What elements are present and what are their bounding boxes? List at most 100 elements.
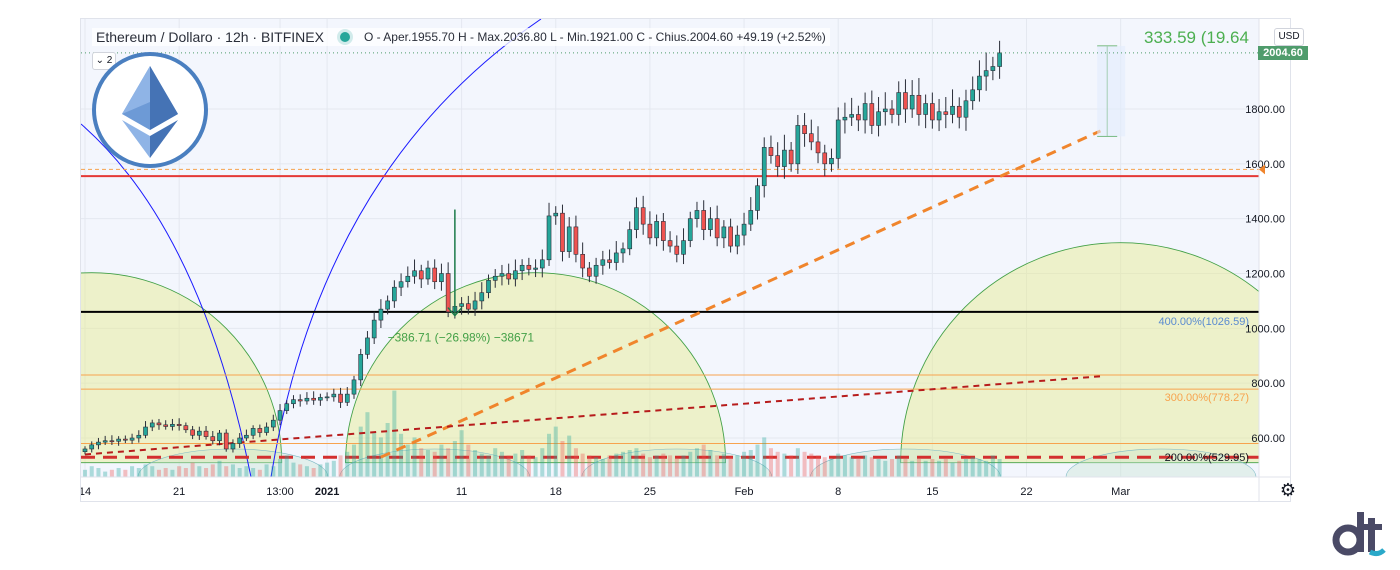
volume-bar xyxy=(889,459,895,477)
candle-body xyxy=(398,281,404,288)
volume-bar xyxy=(96,468,101,477)
volume-bar xyxy=(822,457,827,477)
volume-bar xyxy=(338,455,343,477)
candles xyxy=(82,40,1002,455)
candle-body xyxy=(526,264,532,270)
candle-body xyxy=(701,210,707,230)
candle-body xyxy=(539,259,545,269)
volume-bar xyxy=(399,433,404,477)
candle-body xyxy=(573,226,579,255)
candle-body xyxy=(358,354,364,381)
candle-body xyxy=(862,103,868,121)
candle-body xyxy=(990,66,996,71)
candle-body xyxy=(755,185,760,211)
volume-bar xyxy=(351,444,357,477)
candle-body xyxy=(156,422,162,426)
level-marker xyxy=(1259,164,1265,175)
candle-body xyxy=(351,379,357,395)
gear-icon[interactable]: ⚙ xyxy=(1279,480,1297,500)
volume-bar xyxy=(493,448,498,477)
candle-body xyxy=(553,212,559,217)
candle-body xyxy=(203,430,209,437)
candle-body xyxy=(721,226,727,239)
volume-bar xyxy=(479,453,484,477)
candle-body xyxy=(149,422,155,428)
candle-body xyxy=(277,410,283,421)
volume-bar xyxy=(654,455,659,477)
volume-bar xyxy=(600,459,605,477)
candle-body xyxy=(405,275,411,283)
volume-bar xyxy=(177,466,182,477)
candle-body xyxy=(425,267,431,280)
time-tick-label: 18 xyxy=(550,486,562,498)
candle-body xyxy=(392,286,397,302)
volume-bar xyxy=(762,437,767,477)
volume-bar xyxy=(278,459,283,477)
price-chart[interactable]: −386.71 (−26.98%) −38671 400.00%(1026.59)… xyxy=(81,19,1290,501)
time-tick-label: 2021 xyxy=(315,486,339,498)
candle-body xyxy=(708,218,713,230)
volume-bar xyxy=(230,464,235,477)
volume-bar xyxy=(163,468,168,477)
volume-bar xyxy=(473,450,478,477)
candle-body xyxy=(237,437,242,444)
volume-bar xyxy=(580,453,585,477)
candle-body xyxy=(587,267,592,277)
candle-body xyxy=(217,432,222,442)
candle-body xyxy=(963,100,969,118)
candle-body xyxy=(835,119,841,159)
candle-body xyxy=(250,428,256,436)
measure-label: −386.71 (−26.98%) −38671 xyxy=(388,331,535,345)
price-tick-label: 1000.00 xyxy=(1245,323,1285,335)
candle-body xyxy=(613,252,619,263)
volume-bar xyxy=(997,459,1002,477)
candle-body xyxy=(943,111,949,115)
candle-body xyxy=(593,264,599,277)
volume-bar xyxy=(412,437,417,477)
volume-bar xyxy=(957,460,962,477)
candle-body xyxy=(129,437,135,441)
candle-body xyxy=(136,434,142,439)
candle-body xyxy=(270,419,276,428)
candle-body xyxy=(842,116,848,121)
volume-bar xyxy=(876,459,881,477)
volume-bar xyxy=(136,468,141,477)
volume-bar xyxy=(291,462,296,477)
candle-body xyxy=(782,149,787,167)
volume-bar xyxy=(513,453,518,477)
volume-bar xyxy=(661,453,666,477)
volume-bar xyxy=(116,468,121,477)
candle-body xyxy=(661,221,666,241)
volume-bar xyxy=(459,430,464,477)
candle-body xyxy=(882,108,888,113)
candle-body xyxy=(546,215,552,261)
candle-body xyxy=(930,103,935,121)
candle-body xyxy=(741,223,747,236)
time-tick-label: 22 xyxy=(1020,486,1032,498)
volume-bar xyxy=(123,469,128,477)
volume-bar xyxy=(836,453,841,477)
candle-body xyxy=(634,207,639,230)
volume-bar xyxy=(688,451,693,477)
volume-bar xyxy=(916,459,921,477)
candle-body xyxy=(123,438,128,441)
measure-top-box xyxy=(1097,45,1126,137)
candle-body xyxy=(977,75,982,91)
volume-bar xyxy=(425,450,430,477)
candle-body xyxy=(620,248,626,254)
candle-body xyxy=(116,438,121,442)
collapse-legend-button[interactable]: ⌄ 2 xyxy=(92,52,116,70)
candle-body xyxy=(714,218,720,239)
candle-body xyxy=(950,105,955,115)
currency-button[interactable]: USD xyxy=(1274,28,1304,46)
volume-bar xyxy=(674,459,679,477)
volume-bar xyxy=(990,455,995,477)
volume-bar xyxy=(237,468,242,477)
volume-bar xyxy=(829,459,834,477)
volume-bar xyxy=(311,468,316,477)
volume-bar xyxy=(620,451,626,477)
last-price-tag: 2004.60 xyxy=(1258,46,1308,60)
chart-frame[interactable]: −386.71 (−26.98%) −38671 400.00%(1026.59)… xyxy=(80,18,1291,502)
candle-body xyxy=(761,147,767,187)
candle-body xyxy=(210,436,216,442)
